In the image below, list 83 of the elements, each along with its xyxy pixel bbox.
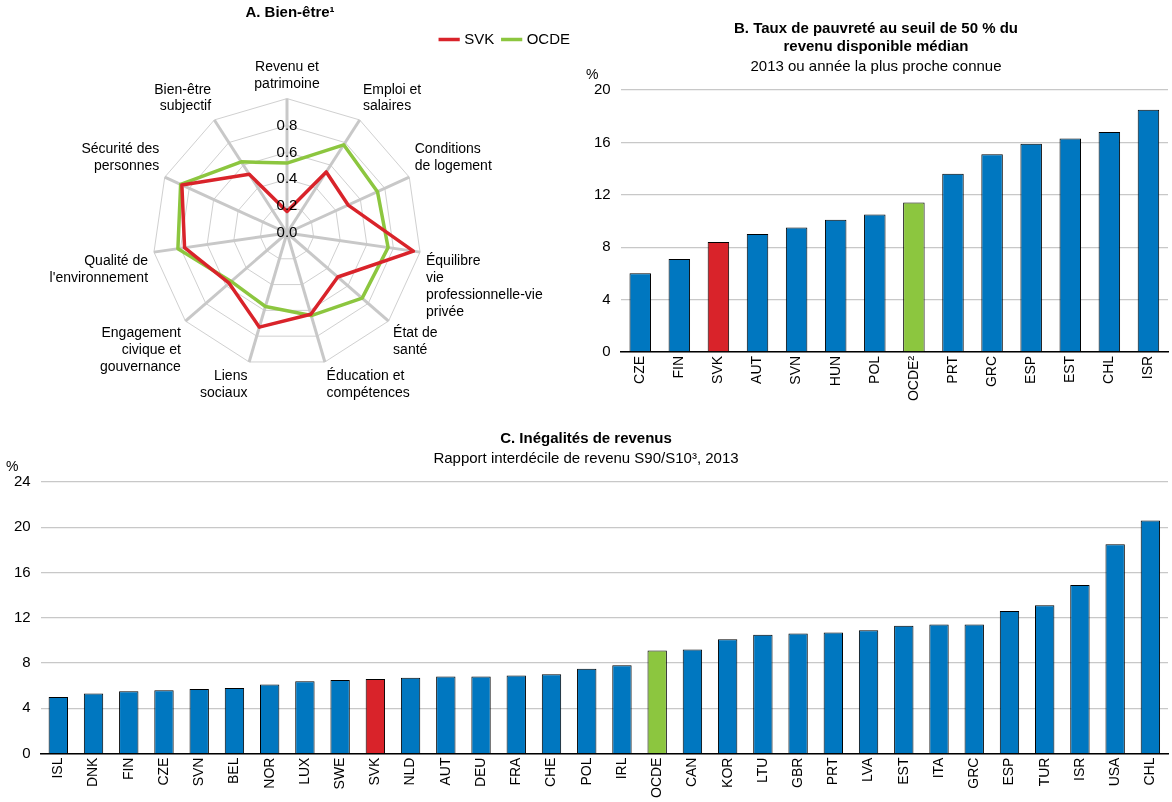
x-tick-label: DNK xyxy=(84,756,101,788)
x-tick-label: SVK xyxy=(366,756,383,786)
x-tick-label: ISR xyxy=(1139,355,1156,380)
x-tick-label: EST xyxy=(1061,355,1078,384)
spoke-label: Conditions de logement xyxy=(414,140,492,174)
x-tick-label: ISR xyxy=(1070,757,1087,781)
x-tick-label: PRT xyxy=(943,355,960,384)
x-tick-label: FIN xyxy=(670,355,687,379)
y-tick-label: 8 xyxy=(602,237,611,255)
x-tick-label: IRL xyxy=(612,757,629,780)
y-tick-label: 24 xyxy=(14,472,31,490)
spoke-label: Sécurité des personnes xyxy=(81,140,160,174)
spoke-label: Engagement civique et gouvernance xyxy=(99,324,182,374)
x-tick-label: SVK xyxy=(709,355,726,384)
y-tick-label: 0 xyxy=(602,342,611,360)
x-tick-label: POL xyxy=(577,757,594,786)
spoke-label: Liens sociaux xyxy=(199,366,248,400)
x-tick-label: GBR xyxy=(788,757,805,788)
y-tick-label: 12 xyxy=(14,607,31,625)
y-tick-label: 0.0 xyxy=(276,223,298,241)
spoke-label: État de santé xyxy=(393,324,438,357)
y-tick-label: 0 xyxy=(22,743,31,761)
x-tick-label: CHL xyxy=(1100,355,1117,384)
y-axis-title: % xyxy=(586,65,599,82)
x-tick-label: ITA xyxy=(929,756,946,779)
chart-title: C. Inégalités de revenus xyxy=(500,429,672,447)
x-tick-label: SVN xyxy=(787,355,804,385)
x-tick-label: AUT xyxy=(436,757,453,786)
x-tick-label: FIN xyxy=(119,757,136,781)
x-tick-label: OCDE xyxy=(648,757,665,798)
y-tick-label: 0.4 xyxy=(276,169,298,187)
spoke-label: Revenu et patrimoine xyxy=(254,58,320,92)
spoke-label: Bien-être subjectif xyxy=(154,80,212,114)
chart-subtitle: 2013 ou année la plus proche connue xyxy=(750,57,1002,75)
x-tick-label: USA xyxy=(1106,756,1123,787)
x-tick-label: EST xyxy=(894,757,911,785)
x-tick-label: DEU xyxy=(471,757,488,788)
x-tick-label: ISL xyxy=(49,757,66,779)
x-tick-label: OCDE² xyxy=(904,355,921,402)
x-tick-label: AUT xyxy=(748,355,765,384)
spoke-label: Équilibre vie professionnelle-vie privée xyxy=(425,252,543,319)
x-tick-label: LUX xyxy=(295,756,312,785)
y-axis-title: % xyxy=(6,457,19,474)
legend-label: SVK xyxy=(464,29,495,47)
y-tick-label: 0.6 xyxy=(276,142,298,160)
y-tick-label: 12 xyxy=(594,184,611,202)
x-tick-label: GRC xyxy=(965,757,982,789)
x-tick-label: BEL xyxy=(225,757,242,785)
spoke-label: Emploi et salaires xyxy=(362,80,422,114)
x-tick-label: SVN xyxy=(190,757,207,787)
x-tick-label: CZE xyxy=(154,757,171,786)
x-tick-label: ESP xyxy=(1022,355,1039,384)
y-tick-label: 16 xyxy=(594,132,611,150)
x-tick-label: HUN xyxy=(826,355,843,387)
x-tick-label: LTU xyxy=(753,757,770,783)
x-tick-label: FRA xyxy=(507,756,524,786)
x-tick-label: POL xyxy=(865,355,882,384)
chart-subtitle: Rapport interdécile de revenu S90/S10³, 2013 xyxy=(433,449,739,467)
x-tick-label: NOR xyxy=(260,757,277,789)
x-tick-label: LVA xyxy=(859,756,876,782)
x-tick-label: CHL xyxy=(1141,757,1158,786)
y-tick-label: 0.8 xyxy=(276,115,298,133)
spoke-label: Qualité de l'environnement xyxy=(49,252,149,286)
x-tick-label: PRT xyxy=(824,757,841,786)
x-tick-label: GRC xyxy=(982,355,999,388)
chart-title: B. Taux de pauvreté au seuil de 50 % du revenu disponible médian xyxy=(734,19,1018,55)
legend-label: OCDE xyxy=(526,29,571,47)
x-tick-label: CHE xyxy=(542,757,559,788)
y-tick-label: 20 xyxy=(594,80,611,98)
y-tick-label: 8 xyxy=(22,653,31,671)
x-tick-label: NLD xyxy=(401,757,418,786)
x-tick-label: KOR xyxy=(718,757,735,788)
y-tick-label: 4 xyxy=(602,289,611,307)
chart-title: A. Bien-être¹ xyxy=(245,3,335,21)
y-tick-label: 20 xyxy=(14,517,31,535)
y-tick-label: 16 xyxy=(14,562,31,580)
spoke-label: Éducation et compétences xyxy=(326,366,410,400)
x-tick-label: CZE xyxy=(631,355,648,384)
x-tick-label: CAN xyxy=(683,757,700,788)
y-tick-label: 4 xyxy=(22,698,31,716)
x-tick-label: ESP xyxy=(1000,757,1017,786)
x-tick-label: TUR xyxy=(1035,757,1052,787)
x-tick-label: SWE xyxy=(330,757,347,790)
